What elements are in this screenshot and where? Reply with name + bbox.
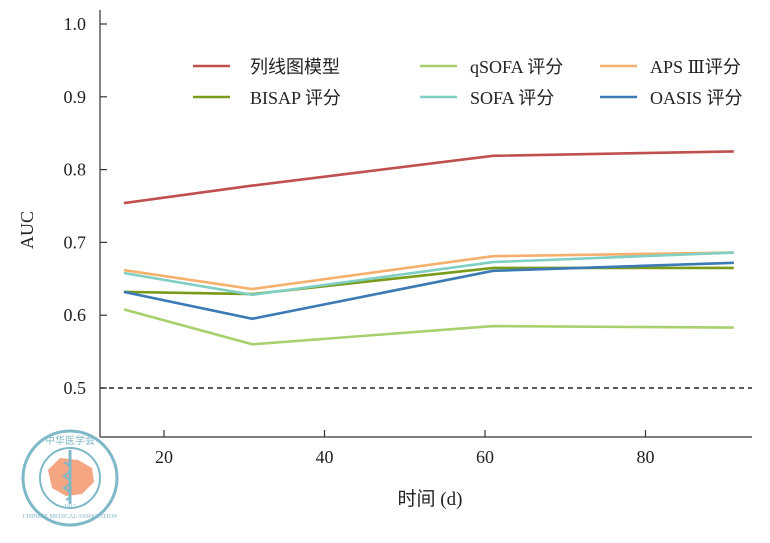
legend-label: SOFA 评分	[470, 88, 554, 108]
legend-label: BISAP 评分	[250, 88, 341, 108]
x-tick-label: 20	[155, 447, 173, 467]
svg-text:中华医学会: 中华医学会	[45, 434, 95, 447]
x-tick-label: 60	[476, 447, 494, 467]
axes	[99, 10, 752, 438]
x-tick-label: 80	[637, 447, 655, 467]
legend-label: OASIS 评分	[650, 88, 743, 108]
chinese-medical-association-logo: 中华医学会 CHINESE MEDICAL ASSOCIATION 1915	[21, 429, 119, 527]
y-axis-label: AUC	[17, 211, 37, 249]
y-tick-label: 0.9	[64, 87, 87, 107]
svg-text:1915: 1915	[64, 504, 76, 510]
legend-label: 列线图模型	[250, 57, 340, 77]
legend: 列线图模型 qSOFA 评分 APS Ⅲ评分 BISAP 评分 SOFA 评分 OASIS…	[193, 57, 743, 108]
svg-text:CHINESE MEDICAL ASSOCIATION: CHINESE MEDICAL ASSOCIATION	[23, 514, 118, 520]
y-tick-label: 0.7	[64, 232, 87, 252]
x-tick-label: 40	[316, 447, 334, 467]
y-tick-label: 1.0	[64, 14, 87, 34]
y-tick-label: 0.5	[64, 378, 87, 398]
series-line-5	[123, 261, 734, 321]
series-line-0	[123, 150, 734, 205]
series-line-2	[123, 251, 734, 291]
x-axis-label: 时间 (d)	[398, 488, 463, 510]
series-line-1	[123, 308, 734, 346]
series-line-4	[123, 251, 734, 297]
legend-label: qSOFA 评分	[470, 57, 563, 77]
y-tick-label: 0.6	[64, 305, 87, 325]
y-tick-label: 0.8	[64, 160, 87, 180]
legend-label: APS Ⅲ评分	[650, 57, 741, 77]
